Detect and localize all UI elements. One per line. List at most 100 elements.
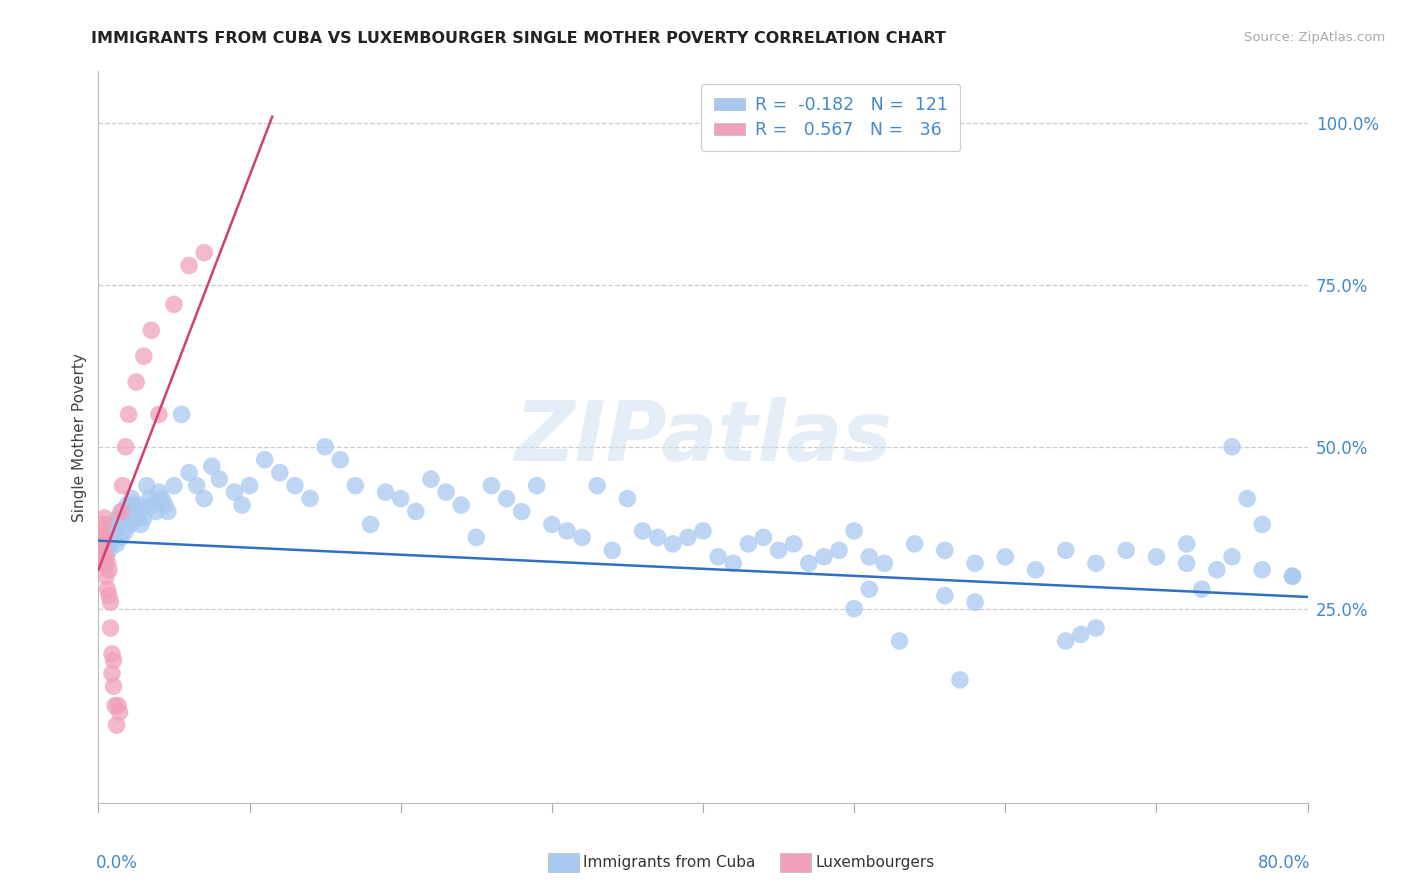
Point — [115, 498, 138, 512]
Point — [105, 718, 128, 732]
Point — [934, 543, 956, 558]
Point — [1115, 543, 1137, 558]
Point — [555, 524, 578, 538]
Point — [104, 698, 127, 713]
Point — [135, 478, 157, 492]
Point — [148, 485, 170, 500]
Text: Luxembourgers: Luxembourgers — [815, 855, 935, 870]
Point — [813, 549, 835, 564]
Point — [170, 408, 193, 422]
Point — [91, 537, 114, 551]
Point — [128, 504, 150, 518]
Point — [208, 472, 231, 486]
Point — [873, 557, 896, 571]
Point — [1054, 634, 1077, 648]
Point — [420, 472, 443, 486]
Point — [127, 498, 149, 512]
Point — [108, 705, 131, 719]
Legend: R =  -0.182   N =  121, R =   0.567   N =   36: R = -0.182 N = 121, R = 0.567 N = 36 — [702, 84, 960, 151]
Point — [844, 524, 866, 538]
Point — [631, 524, 654, 538]
Point — [114, 440, 136, 454]
Point — [89, 530, 111, 544]
Point — [571, 530, 593, 544]
Point — [110, 504, 132, 518]
Point — [314, 440, 336, 454]
Point — [1206, 563, 1229, 577]
Point — [90, 524, 112, 538]
Point — [360, 517, 382, 532]
Point — [253, 452, 276, 467]
Point — [481, 478, 503, 492]
Point — [148, 408, 170, 422]
Point — [1085, 621, 1108, 635]
Point — [844, 601, 866, 615]
Point — [1175, 537, 1198, 551]
Point — [142, 498, 165, 512]
Point — [934, 589, 956, 603]
Point — [1220, 549, 1243, 564]
Point — [858, 582, 880, 597]
Point — [90, 543, 112, 558]
Point — [797, 557, 820, 571]
Point — [93, 511, 115, 525]
Point — [98, 530, 121, 544]
Point — [121, 491, 143, 506]
Point — [858, 549, 880, 564]
Point — [723, 557, 745, 571]
Point — [1191, 582, 1213, 597]
Point — [465, 530, 488, 544]
Point — [118, 504, 141, 518]
Point — [111, 504, 134, 518]
Point — [100, 621, 122, 635]
Point — [125, 375, 148, 389]
Point — [112, 511, 135, 525]
Point — [1085, 557, 1108, 571]
Point — [965, 595, 987, 609]
Point — [132, 511, 155, 525]
Point — [239, 478, 262, 492]
Point — [434, 485, 457, 500]
Point — [405, 504, 427, 518]
Point — [752, 530, 775, 544]
Point — [100, 595, 122, 609]
Point — [828, 543, 851, 558]
Point — [111, 478, 134, 492]
Point — [91, 557, 114, 571]
Point — [1024, 563, 1046, 577]
Point — [139, 491, 162, 506]
Point — [132, 349, 155, 363]
Point — [114, 524, 136, 538]
Point — [231, 498, 253, 512]
Point — [661, 537, 683, 551]
Point — [1220, 440, 1243, 454]
Point — [100, 517, 122, 532]
Point — [224, 485, 246, 500]
Point — [94, 569, 117, 583]
Point — [889, 634, 911, 648]
Point — [96, 537, 118, 551]
Point — [510, 504, 533, 518]
Point — [94, 549, 117, 564]
Point — [110, 530, 132, 544]
Point — [163, 297, 186, 311]
Point — [100, 537, 122, 551]
Point — [94, 517, 117, 532]
Point — [107, 698, 129, 713]
Point — [269, 466, 291, 480]
Point — [91, 537, 114, 551]
Point — [93, 530, 115, 544]
Point — [104, 524, 127, 538]
Point — [692, 524, 714, 538]
Point — [389, 491, 412, 506]
Point — [98, 589, 121, 603]
Point — [125, 511, 148, 525]
Point — [107, 511, 129, 525]
Point — [193, 245, 215, 260]
Point — [329, 452, 352, 467]
Point — [1281, 569, 1303, 583]
Point — [602, 543, 624, 558]
Point — [1251, 517, 1274, 532]
Point — [495, 491, 517, 506]
Point — [96, 582, 118, 597]
